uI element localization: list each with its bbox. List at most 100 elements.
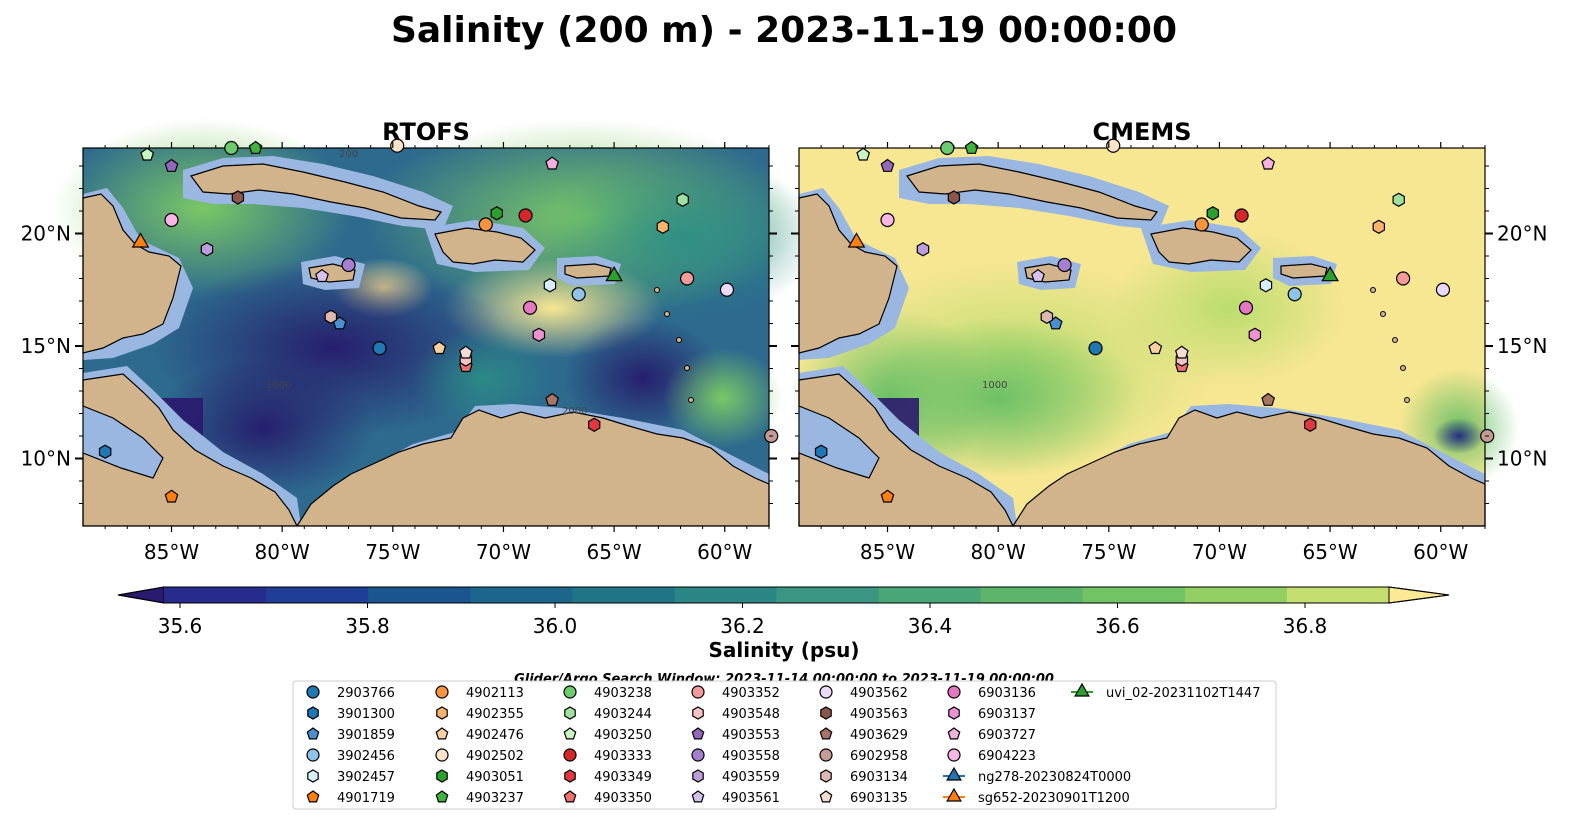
lat-tick-label: 20°N [1497, 222, 1547, 246]
legend-label: 4903350 [594, 791, 652, 806]
legend-label: 4903561 [722, 791, 780, 806]
legend-item-2903766: 2903766 [306, 685, 395, 701]
lat-tick-label: 15°N [21, 334, 71, 358]
float-marker-6903135 [1174, 345, 1189, 359]
float-marker-4902476 [432, 341, 447, 355]
legend-item-4903548: 4903548 [692, 706, 780, 722]
legend-item-6904223: 6904223 [947, 748, 1036, 764]
legend-item-4903629: 4903629 [819, 727, 908, 743]
rtofs-map-panel[interactable]: RTOFS 85°W 80°W 75°W 70°W 65°W 60°W 20°N15°N1… [21, 118, 823, 564]
colorbar-segment [572, 587, 675, 603]
legend-item-6903727: 6903727 [947, 727, 1036, 743]
legend-label: 6904223 [978, 749, 1036, 764]
legend-label: sg652-20230901T1200 [978, 791, 1130, 806]
legend-label: ng278-20230824T0000 [978, 770, 1131, 785]
float-marker-6904223 [164, 212, 179, 228]
legend-item-6902958: 6902958 [819, 748, 908, 764]
legend-label: 4903629 [850, 728, 908, 743]
legend-label: 4903548 [722, 707, 780, 722]
legend-item-uvi_02-20231102T1447: uvi_02-20231102T1447 [1071, 682, 1260, 701]
lon-tick-label: 85°W [144, 540, 199, 564]
float-marker-4903562 [719, 282, 735, 297]
colorbar-tick-label: 35.8 [345, 614, 390, 638]
legend-item-4903250: 4903250 [563, 727, 652, 743]
rtofs-frame [82, 147, 770, 527]
float-marker-4901719 [880, 489, 895, 503]
float-marker-4903244 [1392, 192, 1405, 207]
cmems-map-panel[interactable]: CMEMS 85°W 80°W 75°W 70°W 65°W 60°W 20°N 15°N 1… [789, 118, 1547, 564]
legend-label: 3902456 [337, 749, 395, 764]
legend-item-4903561: 4903561 [691, 790, 780, 806]
legend-label: 6903134 [850, 770, 908, 785]
svg-text:200: 200 [339, 149, 358, 160]
float-marker-3901300 [98, 444, 112, 459]
contour-labels: 200 1000 1000 2000 [266, 149, 1007, 417]
lat-tick-label: 10°N [21, 447, 71, 471]
legend-item-4902476: 4902476 [435, 727, 524, 743]
cmems-frame [798, 147, 1486, 527]
float-marker-4903349 [1304, 417, 1317, 432]
legend-label: uvi_02-20231102T1447 [1106, 686, 1260, 701]
legend-label: 4901719 [337, 791, 395, 806]
float-marker-2903766 [372, 341, 387, 356]
legend-item-4903349: 4903349 [564, 769, 652, 785]
float-marker-4903051 [1206, 206, 1219, 221]
legend-label: 6903137 [978, 707, 1036, 722]
float-marker-4903559 [200, 242, 214, 257]
lon-tick-label: 60°W [1413, 540, 1468, 564]
legend-label: 4902476 [466, 728, 524, 743]
panel-title-cmems: CMEMS [1092, 118, 1191, 146]
lon-tick-label: 60°W [697, 540, 752, 564]
colorbar-label: Salinity (psu) [708, 638, 859, 662]
float-marker-6903727 [545, 156, 560, 170]
legend-item-3901859: 3901859 [306, 727, 395, 743]
legend-label: 4903244 [594, 707, 652, 722]
legend-label: 4902502 [466, 749, 524, 764]
colorbar-tick-label: 36.4 [908, 614, 953, 638]
legend-item-4902113: 4902113 [435, 685, 524, 701]
lon-tick-label: 75°W [1081, 540, 1136, 564]
legend-label: 4903352 [722, 686, 780, 701]
float-marker-6903137 [1248, 327, 1262, 342]
lon-tick-label: 65°W [1302, 540, 1357, 564]
legend-label: 3901859 [337, 728, 395, 743]
colorbar-segment [1082, 587, 1186, 603]
colorbar-segment [878, 587, 982, 603]
lon-tick-label: 70°W [1192, 540, 1247, 564]
float-marker-4903561 [1031, 268, 1045, 283]
legend-item-4903237: 4903237 [435, 790, 524, 806]
lon-tick-label: 80°W [255, 540, 310, 564]
legend-item-4903558: 4903558 [691, 748, 780, 764]
float-marker-3901300 [814, 444, 828, 459]
legend-item-3901300: 3901300 [307, 706, 395, 722]
float-marker-4902502 [390, 138, 405, 153]
float-marker-sg652-20230901T1200 [131, 232, 150, 248]
colorbar-segment [674, 587, 777, 603]
float-marker-uvi_02-20231102T1447 [1321, 266, 1339, 282]
lon-tick-label: 70°W [476, 540, 531, 564]
float-marker-4902502 [1106, 138, 1121, 153]
legend-label: 6903727 [978, 728, 1036, 743]
lat-tick-label: 10°N [1497, 447, 1547, 471]
float-marker-4903553 [880, 158, 895, 172]
legend-box [292, 680, 1277, 810]
legend-label: 4903349 [594, 770, 652, 785]
legend-label: 4903238 [594, 686, 652, 701]
rtofs-y-axis: 20°N 15°N 10°N [21, 165, 777, 504]
float-marker-6903137 [532, 327, 546, 342]
float-marker-4903563 [231, 190, 245, 205]
salinity-colorbar: 35.6 35.8 36.0 36.2 36.4 36.6 36.8 [117, 586, 1450, 638]
colorbar-tick-label: 36.6 [1095, 614, 1140, 638]
float-marker-6903134 [1040, 309, 1054, 324]
colorbar-segment [1286, 587, 1390, 603]
figure-title: Salinity (200 m) - 2023-11-19 00:00:00 [391, 10, 1177, 51]
legend-item-4903333: 4903333 [563, 748, 652, 764]
legend-label: 4903237 [466, 791, 524, 806]
legend-label: 4903051 [466, 770, 524, 785]
float-marker-6903134 [324, 309, 338, 324]
float-marker-4903238 [940, 140, 955, 156]
float-marker-4903250 [140, 147, 155, 161]
legend-item-4903352: 4903352 [691, 685, 780, 701]
colorbar-segment [776, 587, 880, 603]
cmems-y-axis: 20°N 15°N 10°N [791, 165, 1547, 504]
